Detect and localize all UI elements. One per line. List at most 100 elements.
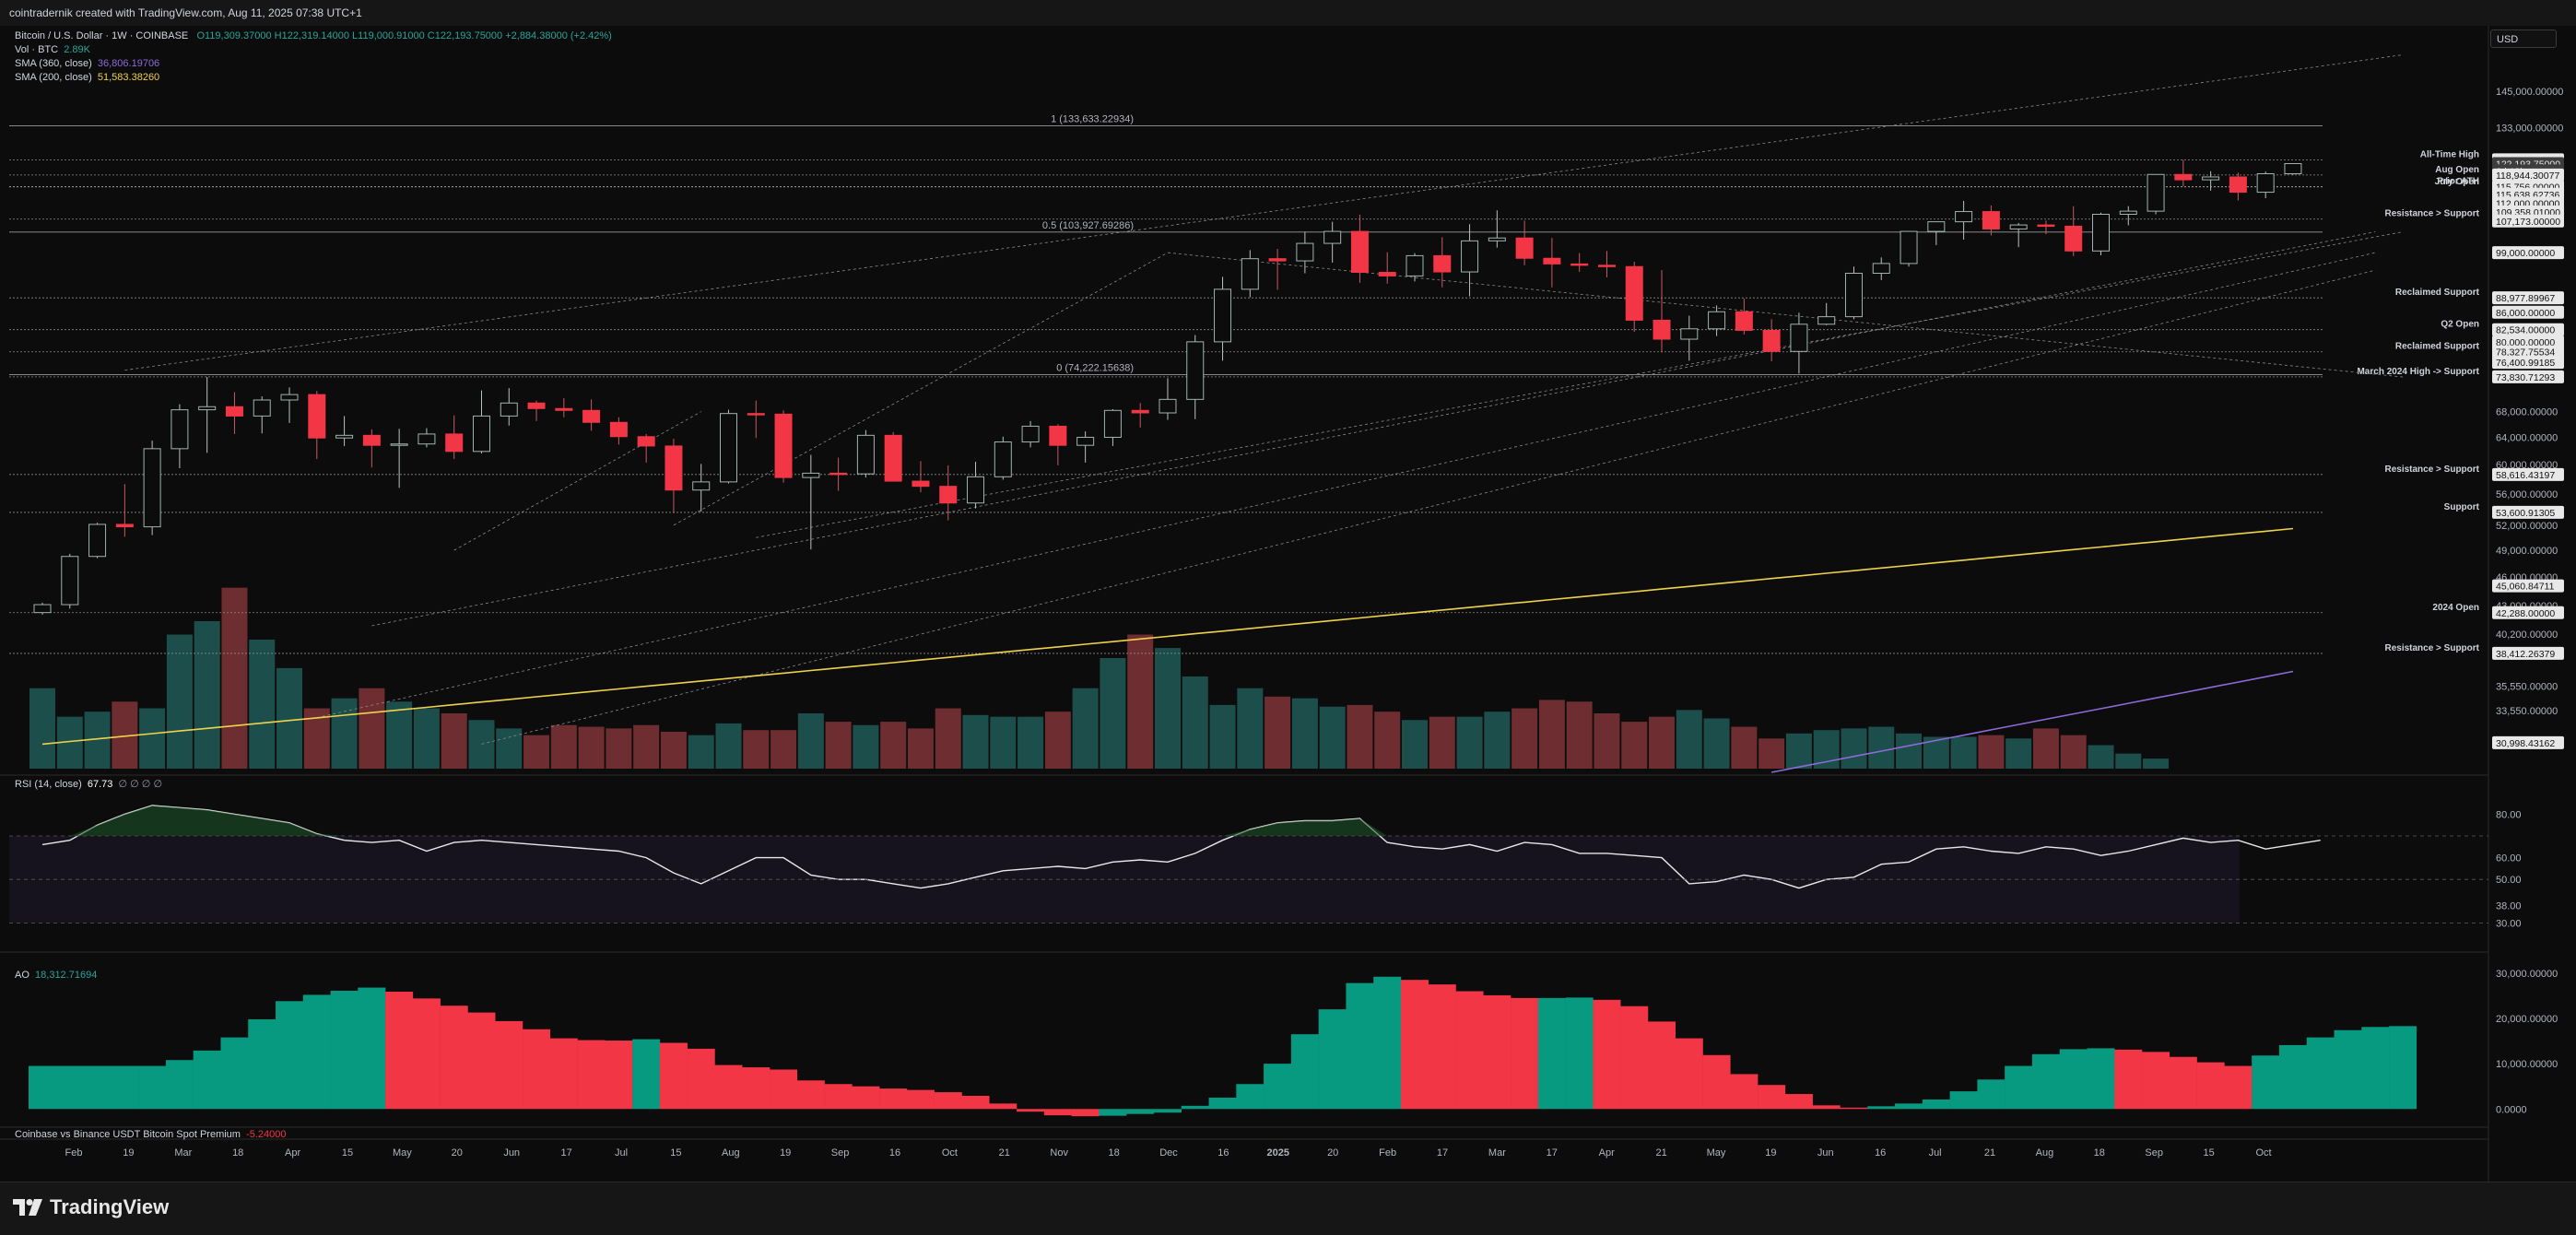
premium-legend[interactable]: Coinbase vs Binance USDT Bitcoin Spot Pr… <box>15 1129 287 1140</box>
volume-bar <box>1759 738 1785 769</box>
time-axis-tick: 15 <box>670 1147 681 1159</box>
rsi-axis-tick: 50.00 <box>2496 875 2522 886</box>
ao-bar <box>714 1064 743 1110</box>
fib-label: 1 (133,633.22934) <box>1051 113 1134 124</box>
time-axis-tick: Aug <box>2036 1147 2054 1159</box>
volume-bar <box>660 732 687 769</box>
time-axis-tick: Jul <box>1929 1147 1942 1159</box>
candle-body <box>1597 265 1616 267</box>
ao-bar <box>1099 1109 1127 1116</box>
fib-label: 0.5 (103,927.69286) <box>1042 220 1134 231</box>
price-axis-tick: 52,000.00000 <box>2496 521 2558 532</box>
ao-bar <box>2059 1049 2088 1110</box>
candle-body <box>774 413 793 478</box>
volume-bar <box>139 708 166 769</box>
price-tag-box <box>2492 214 2564 228</box>
ao-bar <box>1702 1054 1731 1110</box>
ao-legend[interactable]: AO 18,312.71694 <box>15 970 97 981</box>
rsi-legend[interactable]: RSI (14, close) 67.73 ∅ ∅ ∅ ∅ <box>15 778 162 790</box>
price-tag-box <box>2492 505 2564 519</box>
ao-bar <box>467 1012 496 1110</box>
ao-bar <box>632 1039 661 1110</box>
price-axis-tick: 145,000.00000 <box>2496 87 2563 98</box>
volume-bar <box>2060 735 2087 769</box>
candle-body <box>1131 409 1149 414</box>
candle-body <box>1762 329 1781 352</box>
candle-body <box>445 433 464 453</box>
volume-bar <box>853 724 879 769</box>
sma200-legend-row[interactable]: SMA (200, close) 51,583.38260 <box>15 71 612 85</box>
candle-body <box>2009 224 2028 229</box>
volume-bar <box>1456 716 1483 769</box>
candle-body <box>1488 237 1506 241</box>
volume-bar <box>1347 704 1373 769</box>
volume-bar <box>1950 736 1977 769</box>
candle-body <box>1103 409 1122 438</box>
volume-bar <box>1649 716 1676 769</box>
volume-legend-row[interactable]: Vol · BTC 2.89K <box>15 43 612 57</box>
ao-bar <box>1895 1103 1923 1110</box>
time-axis-tick: Feb <box>65 1147 83 1159</box>
level-label: Reclaimed Support <box>2395 288 2480 298</box>
volume-bar <box>1402 720 1428 769</box>
sma200-value: 51,583.38260 <box>97 72 160 83</box>
candle-body <box>2174 173 2193 181</box>
time-axis-tick: Mar <box>174 1147 192 1159</box>
ao-bar <box>687 1048 715 1110</box>
sma360-line <box>1770 670 2294 773</box>
symbol-title[interactable]: Bitcoin / U.S. Dollar · 1W · COINBASE <box>15 30 189 41</box>
ao-bar <box>111 1065 139 1110</box>
ao-bar <box>934 1092 962 1110</box>
symbol-row[interactable]: Bitcoin / U.S. Dollar · 1W · COINBASE O1… <box>15 29 612 43</box>
candle-body <box>362 434 381 446</box>
rsi-axis-tick: 60.00 <box>2496 853 2522 864</box>
ao-bar <box>1153 1109 1182 1113</box>
sma360-value: 36,806.19706 <box>97 58 160 69</box>
candle-body <box>1378 272 1396 276</box>
price-tag-label: 58,616.43197 <box>2496 470 2555 481</box>
ao-bar <box>2252 1055 2280 1110</box>
candle-body <box>225 406 243 417</box>
price-tag-box <box>2492 168 2564 182</box>
candle-body <box>2284 162 2302 175</box>
candle-body <box>1076 436 1095 446</box>
ao-bar <box>879 1088 908 1110</box>
ao-value: 18,312.71694 <box>35 970 98 981</box>
ao-bar <box>1593 999 1621 1110</box>
volume-bar <box>496 728 523 769</box>
price-tag-label: 30,998.43162 <box>2496 738 2555 749</box>
price-tag-box <box>2492 323 2564 336</box>
ao-label: AO <box>15 970 29 981</box>
volume-bar <box>770 730 797 769</box>
time-axis-tick: Dec <box>1159 1147 1178 1159</box>
price-tag-box <box>2492 305 2564 319</box>
ao-bar <box>523 1029 551 1110</box>
ao-bar <box>1867 1106 1896 1110</box>
volume-bar <box>1621 722 1648 769</box>
time-axis-tick: Aug <box>722 1147 740 1159</box>
price-tag-box <box>2492 345 2564 359</box>
candle-body <box>280 394 299 401</box>
level-label: July Open <box>2435 177 2479 187</box>
price-tag-box <box>2492 606 2564 619</box>
ao-bar <box>1208 1097 1237 1110</box>
candle-body <box>1680 328 1699 340</box>
candle-body <box>2119 210 2137 216</box>
ao-bar <box>1318 1009 1347 1110</box>
sma360-legend-row[interactable]: SMA (360, close) 36,806.19706 <box>15 57 612 71</box>
volume-bar <box>1594 713 1620 769</box>
candle-body <box>994 441 1012 477</box>
price-tag-label: 53,600.91305 <box>2496 508 2555 519</box>
candle-body <box>829 472 848 476</box>
price-tag-box <box>2492 291 2564 305</box>
candle-body <box>335 434 354 439</box>
ao-bar <box>385 991 414 1110</box>
candle-body <box>500 402 518 417</box>
tradingview-logo[interactable]: TradingView <box>13 1195 169 1219</box>
candle-body <box>1241 258 1259 290</box>
volume-bar <box>2088 745 2114 769</box>
time-axis-tick: 19 <box>1765 1147 1776 1159</box>
ao-bar <box>1043 1109 1072 1116</box>
currency-button[interactable]: USD <box>2490 29 2557 48</box>
